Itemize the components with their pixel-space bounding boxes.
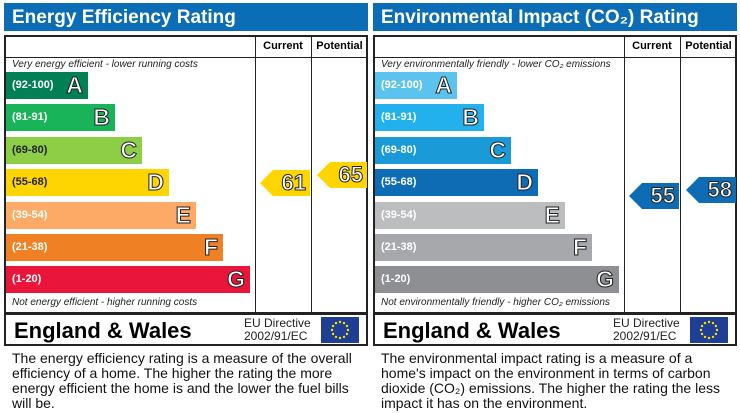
chart-title: Energy Efficiency Rating: [4, 3, 368, 31]
band-letter: C: [489, 136, 507, 163]
band-range: (1-20): [381, 273, 411, 286]
potential-header: Potential: [316, 40, 363, 52]
potential-rating-arrow: 65: [317, 162, 367, 188]
directive-line2: 2002/91/EC: [613, 329, 677, 343]
directive-line1: EU Directive: [613, 316, 680, 330]
band-bar-f: (21-38) F: [375, 234, 592, 261]
description: The energy efficiency rating is a measur…: [12, 350, 352, 411]
band-range: (81-91): [12, 111, 48, 124]
band-bar-g: (1-20) G: [6, 266, 250, 294]
band-letter: F: [572, 234, 587, 261]
top-note: Very environmentally friendly - lower CO…: [381, 59, 611, 70]
environmental-impact-panel: Environmental Impact (CO₂) Rating Current…: [373, 0, 737, 413]
band-letter: G: [596, 266, 615, 293]
bottom-note: Not environmentally friendly - higher CO…: [381, 297, 610, 308]
band-range: (69-80): [381, 143, 417, 156]
directive-line1: EU Directive: [244, 316, 311, 330]
band-bar-c: (69-80) C: [6, 136, 142, 164]
band-letter: B: [93, 104, 111, 131]
band-range: (69-80): [12, 143, 48, 156]
band-letter: A: [435, 72, 453, 99]
band-bar-d: (55-68) D: [6, 169, 169, 197]
rating-table: Current Potential Very energy efficient - …: [4, 35, 368, 314]
eu-directive: EU Directive 2002/91/EC: [244, 317, 311, 343]
band-bar-c: (69-80) C: [375, 136, 511, 164]
band-range: (39-54): [381, 208, 417, 221]
table-header: [375, 37, 735, 58]
footer: England & Wales EU Directive 2002/91/EC: [373, 313, 737, 346]
current-rating-value: 55: [650, 183, 676, 209]
band-bar-a: (92-100) A: [375, 72, 457, 99]
potential-header: Potential: [685, 40, 732, 52]
current-rating-value: 61: [281, 170, 307, 196]
table-header: [6, 37, 366, 58]
region-label: England & Wales: [14, 318, 192, 343]
band-letter: A: [66, 72, 84, 99]
region-label: England & Wales: [383, 318, 561, 343]
band-range: (55-68): [381, 176, 417, 189]
band-range: (92-100): [12, 79, 54, 91]
band-range: (92-100): [381, 79, 423, 91]
current-column: [624, 37, 625, 312]
footer: England & Wales EU Directive 2002/91/EC: [4, 313, 368, 346]
band-bar-d: (55-68) D: [375, 169, 538, 197]
band-bar-e: (39-54) E: [375, 201, 565, 229]
band-letter: G: [227, 266, 246, 293]
band-bar-b: (81-91) B: [6, 104, 115, 132]
chart-title: Environmental Impact (CO₂) Rating: [373, 3, 737, 31]
current-header: Current: [632, 40, 672, 52]
band-range: (81-91): [381, 111, 417, 124]
energy-efficiency-panel: Energy Efficiency Rating Current Potential…: [4, 0, 368, 413]
band-letter: D: [147, 169, 165, 196]
band-bar-f: (21-38) F: [6, 234, 223, 261]
band-bar-a: (92-100) A: [6, 72, 88, 99]
band-letter: D: [516, 169, 534, 196]
band-letter: C: [120, 136, 138, 163]
directive-line2: 2002/91/EC: [244, 329, 308, 343]
top-note: Very energy efficient - lower running co…: [12, 59, 198, 70]
current-header: Current: [263, 40, 303, 52]
eu-flag-icon: [690, 317, 728, 343]
band-letter: F: [203, 234, 218, 261]
potential-rating-value: 58: [707, 177, 733, 203]
band-bar-g: (1-20) G: [375, 266, 619, 294]
description: The environmental impact rating is a mea…: [381, 350, 721, 411]
band-bar-e: (39-54) E: [6, 201, 196, 229]
rating-table: Current Potential Very environmentally fri…: [373, 35, 737, 314]
band-range: (1-20): [12, 273, 42, 286]
eu-flag-icon: [321, 317, 359, 343]
bottom-note: Not energy efficient - higher running co…: [12, 297, 198, 308]
band-bar-b: (81-91) B: [375, 104, 484, 132]
band-letter: B: [462, 104, 480, 131]
current-column: [255, 37, 256, 312]
band-letter: E: [544, 201, 560, 228]
eu-directive: EU Directive 2002/91/EC: [613, 317, 680, 343]
potential-rating-value: 65: [338, 162, 364, 188]
potential-column: [680, 37, 681, 312]
potential-column: [311, 37, 312, 312]
band-range: (21-38): [381, 241, 417, 253]
band-range: (55-68): [12, 176, 48, 189]
band-letter: E: [175, 201, 191, 228]
band-range: (39-54): [12, 208, 48, 221]
band-range: (21-38): [12, 241, 48, 253]
